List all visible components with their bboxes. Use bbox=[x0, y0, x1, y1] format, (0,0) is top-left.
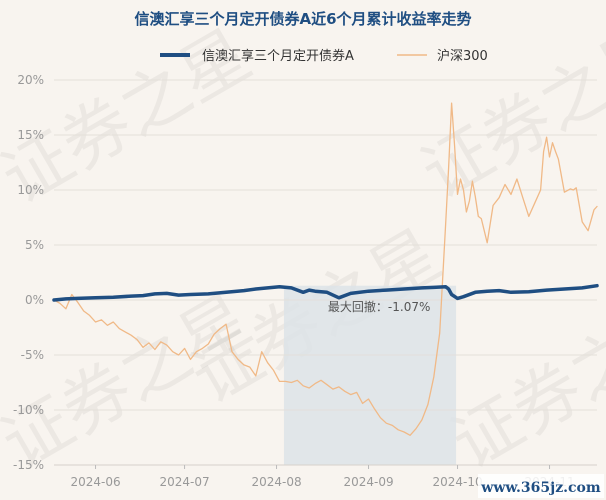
brand-badge-bg bbox=[478, 474, 604, 498]
series-line-fund bbox=[52, 283, 599, 302]
y-tick-label: 5% bbox=[25, 238, 44, 252]
brand-badge: www.365jz.com bbox=[478, 474, 604, 498]
y-tick-label: -5% bbox=[21, 348, 44, 362]
series-line-index bbox=[53, 102, 598, 436]
x-tick-label: 2024-07 bbox=[159, 475, 209, 489]
y-axis: 20% 15% 10% 5% 0% -5% -10% -15% bbox=[13, 73, 44, 472]
max-drawdown-region bbox=[283, 285, 457, 465]
y-tick-label: -15% bbox=[13, 458, 44, 472]
watermark-text: 证券之星 bbox=[439, 280, 606, 484]
watermark-text: 证券之星 bbox=[409, 10, 606, 214]
max-drawdown-label: 最大回撤：-1.07% bbox=[328, 299, 430, 314]
x-tick-label: 2024-08 bbox=[251, 475, 301, 489]
y-tick-label: -10% bbox=[13, 403, 44, 417]
legend: 信澳汇享三个月定开债券A 沪深300 bbox=[160, 48, 488, 64]
y-tick-label: 0% bbox=[25, 293, 44, 307]
legend-label-fund: 信澳汇享三个月定开债券A bbox=[202, 48, 354, 64]
drawdown-layer bbox=[283, 285, 457, 465]
series-layer bbox=[52, 102, 599, 436]
x-tick-label: 2024-09 bbox=[343, 475, 393, 489]
grid-layer bbox=[54, 79, 597, 466]
y-tick-label: 15% bbox=[17, 128, 44, 142]
y-tick-label: 20% bbox=[17, 73, 44, 87]
y-tick-label: 10% bbox=[17, 183, 44, 197]
x-tick-label: 2024-06 bbox=[70, 475, 120, 489]
x-tick-label: 2024-10 bbox=[432, 475, 482, 489]
brand-text: www.365jz.com bbox=[480, 480, 601, 496]
chart-title: 信澳汇享三个月定开债券A近6个月累计收益率走势 bbox=[134, 10, 471, 28]
legend-label-index: 沪深300 bbox=[437, 48, 488, 64]
